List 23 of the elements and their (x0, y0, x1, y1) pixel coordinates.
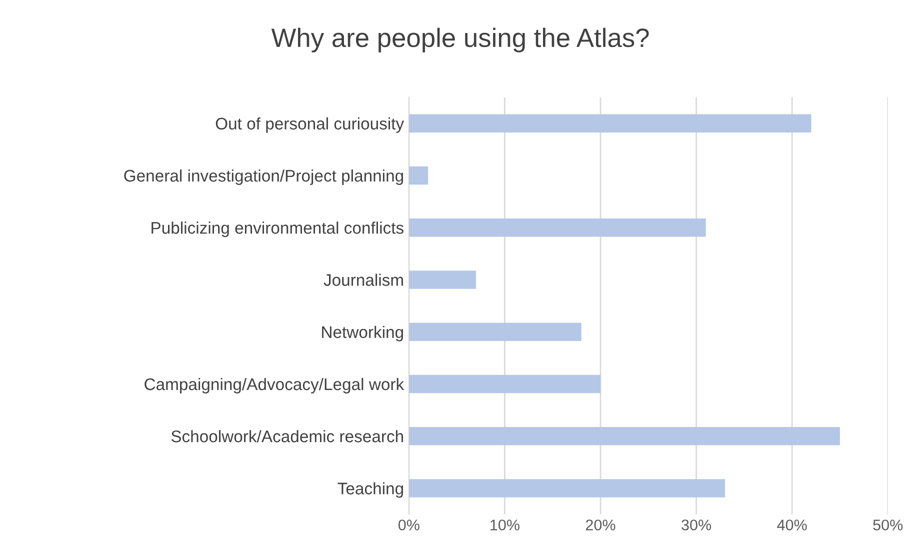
bar (408, 114, 812, 132)
bar (408, 426, 840, 446)
y-tick-label: Campaigning/Advocacy/Legal work (144, 378, 404, 394)
bar (408, 374, 600, 394)
bar (408, 166, 428, 185)
y-tick-label: Schoolwork/Academic research (171, 430, 403, 442)
bar (408, 218, 706, 237)
x-tick-label: 20% (586, 520, 616, 530)
y-tick-label: Teaching (338, 482, 403, 498)
bar (408, 479, 726, 498)
chart-title: Why are people using the Atlas? (271, 28, 649, 52)
y-tick-label: Publicizing environmental conflicts (152, 222, 404, 238)
y-tick-label: Networking (322, 326, 403, 342)
x-tick-label: 0% (398, 520, 420, 530)
y-tick-label: General investigation/Project planning (124, 169, 404, 185)
y-tick-label: Journalism (324, 274, 403, 286)
x-tick-label: 40% (777, 520, 807, 530)
x-tick-label: 30% (682, 520, 712, 530)
bar (408, 270, 476, 289)
x-tick-label: 10% (490, 520, 520, 530)
x-tick-label: 50% (873, 520, 903, 530)
y-tick-label: Out of personal curiousity (216, 117, 404, 133)
bar (408, 322, 582, 341)
